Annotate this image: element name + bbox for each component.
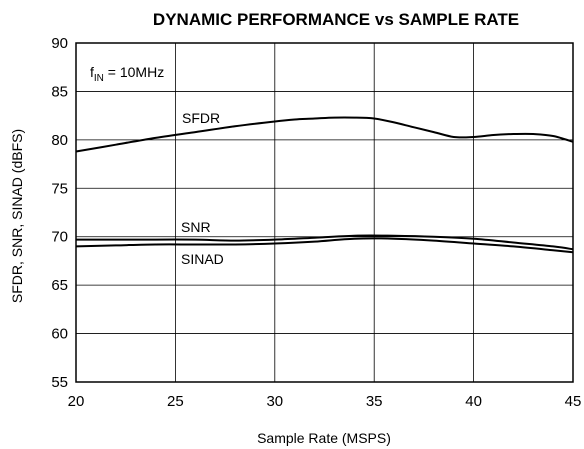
y-axis-label: SFDR, SNR, SINAD (dBFS) bbox=[9, 129, 25, 303]
grid bbox=[76, 43, 573, 382]
x-tick-label: 25 bbox=[167, 393, 184, 410]
x-axis-label: Sample Rate (MSPS) bbox=[257, 430, 391, 446]
series-label-sfdr: SFDR bbox=[182, 110, 220, 126]
y-tick-label: 85 bbox=[51, 83, 68, 100]
frequency-annotation: fIN = 10MHz bbox=[90, 64, 164, 84]
y-tick-label: 75 bbox=[51, 180, 68, 197]
x-tick-label: 45 bbox=[565, 393, 582, 410]
series-lines bbox=[75, 116, 574, 254]
plot-frame bbox=[75, 42, 574, 383]
annotation-main: f bbox=[90, 64, 94, 80]
x-tick-labels: 20 25 30 35 40 45 bbox=[68, 393, 582, 410]
x-tick-label: 20 bbox=[68, 393, 85, 410]
y-tick-label: 65 bbox=[51, 277, 68, 294]
y-tick-label: 60 bbox=[51, 326, 68, 343]
series-line-sinad bbox=[75, 237, 574, 254]
y-tick-label: 70 bbox=[51, 229, 68, 246]
series-line-sfdr bbox=[75, 116, 574, 153]
series-label-sinad: SINAD bbox=[181, 251, 224, 267]
annotation-rest: = 10MHz bbox=[104, 64, 164, 80]
chart-title: DYNAMIC PERFORMANCE vs SAMPLE RATE bbox=[153, 10, 519, 29]
y-tick-labels: 90 85 80 75 70 65 60 55 bbox=[51, 35, 68, 391]
series-label-snr: SNR bbox=[181, 219, 211, 235]
x-tick-label: 35 bbox=[366, 393, 383, 410]
y-tick-label: 80 bbox=[51, 132, 68, 149]
y-tick-label: 90 bbox=[51, 35, 68, 52]
annotation-subscript: IN bbox=[94, 73, 104, 84]
y-tick-label: 55 bbox=[51, 374, 68, 391]
series-line-snr bbox=[76, 234, 574, 251]
x-tick-label: 30 bbox=[266, 393, 283, 410]
x-tick-label: 40 bbox=[465, 393, 482, 410]
